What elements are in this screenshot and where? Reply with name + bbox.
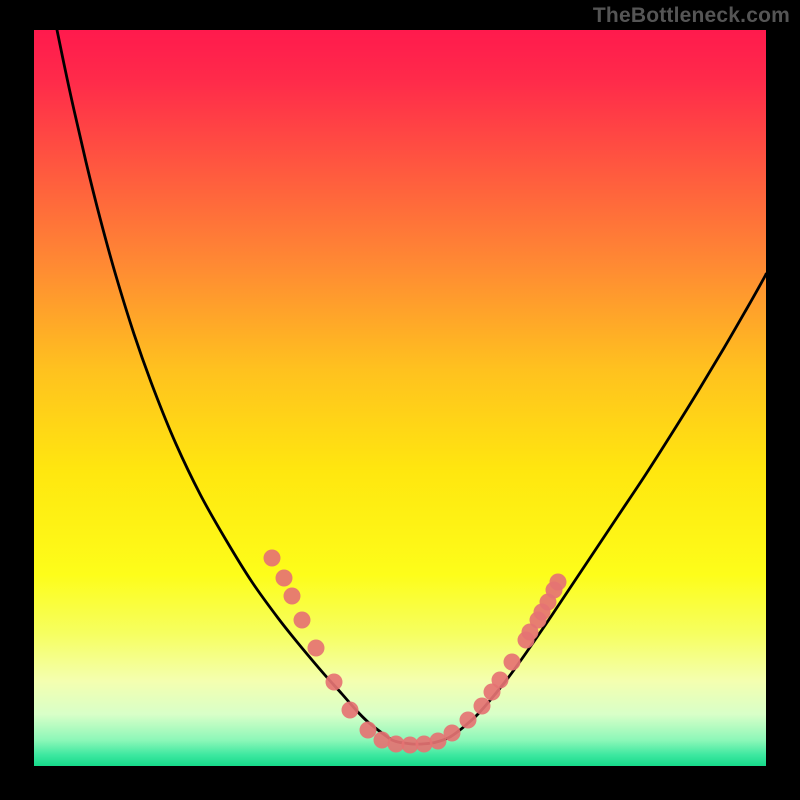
data-marker [342, 702, 359, 719]
data-marker [492, 672, 509, 689]
data-marker [326, 674, 343, 691]
data-marker [284, 588, 301, 605]
plot-area [34, 30, 766, 766]
data-marker [550, 574, 567, 591]
data-marker [474, 698, 491, 715]
bottleneck-curve [57, 30, 766, 744]
data-marker [294, 612, 311, 629]
data-marker [308, 640, 325, 657]
data-marker [360, 722, 377, 739]
data-marker [504, 654, 521, 671]
data-marker [416, 736, 433, 753]
chart-frame: TheBottleneck.com [0, 0, 800, 800]
data-marker [276, 570, 293, 587]
data-marker [264, 550, 281, 567]
data-marker [460, 712, 477, 729]
data-marker [444, 725, 461, 742]
curve-layer [34, 30, 766, 766]
marker-group [264, 550, 567, 754]
watermark-text: TheBottleneck.com [593, 4, 790, 28]
